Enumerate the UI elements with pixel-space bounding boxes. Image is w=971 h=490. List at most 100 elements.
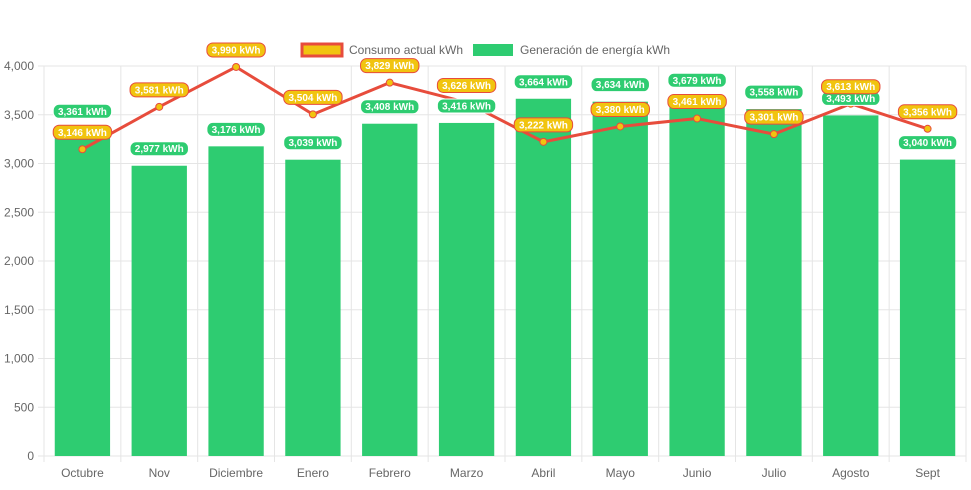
line-value-label-bg bbox=[744, 109, 804, 125]
bar[interactable] bbox=[899, 159, 956, 456]
bar-value-label: 3,416 kWh bbox=[436, 98, 497, 114]
bar[interactable] bbox=[208, 146, 264, 456]
line-value-label-bg bbox=[283, 89, 343, 105]
bar-value-label-bg bbox=[360, 99, 420, 115]
bar-value-label-text: 3,361 kWh bbox=[58, 107, 107, 118]
line-value-label-bg bbox=[667, 94, 727, 110]
legend[interactable]: Consumo actual kWh Generación de energía … bbox=[300, 42, 670, 58]
bar-value-label-bg bbox=[513, 74, 574, 90]
line-value-label-bg bbox=[590, 101, 650, 117]
line-value-label: 3,146 kWh bbox=[52, 124, 113, 140]
x-tick-label: Mayo bbox=[606, 466, 636, 480]
line-point[interactable] bbox=[769, 130, 778, 139]
x-tick-label: Abril bbox=[531, 466, 555, 480]
x-tick-label: Febrero bbox=[369, 466, 411, 480]
line-value-label-text: 3,301 kWh bbox=[749, 113, 798, 124]
line-value-label-bg bbox=[436, 77, 497, 93]
bar[interactable] bbox=[669, 97, 725, 457]
bar-value-label-text: 3,040 kWh bbox=[903, 138, 952, 149]
line-value-label: 3,222 kWh bbox=[513, 117, 574, 133]
line-value-label-text: 3,380 kWh bbox=[596, 105, 645, 116]
data-labels: 3,361 kWh 2,977 kWh 3,176 kWh 3,039 kWh 3,40… bbox=[52, 42, 958, 157]
bar-value-label: 3,040 kWh bbox=[897, 135, 958, 151]
line-value-label-text: 3,613 kWh bbox=[826, 82, 875, 93]
x-tick-label: Sept bbox=[915, 466, 940, 480]
line-value-label-text: 3,146 kWh bbox=[58, 128, 107, 139]
bar-value-label-text: 3,558 kWh bbox=[749, 88, 798, 99]
bar[interactable] bbox=[592, 101, 648, 456]
bar-value-label-bg bbox=[897, 135, 958, 151]
line-value-label-text: 3,222 kWh bbox=[519, 120, 568, 131]
line-value-label-text: 3,990 kWh bbox=[212, 45, 261, 56]
x-tick-label: Diciembre bbox=[209, 466, 263, 480]
bar-value-label-bg bbox=[129, 141, 189, 157]
grid-layer bbox=[38, 65, 967, 462]
x-tick-label: Junio bbox=[683, 466, 712, 480]
bar[interactable] bbox=[515, 98, 572, 456]
bar[interactable] bbox=[362, 123, 418, 456]
legend-swatch-consumo[interactable] bbox=[300, 42, 344, 58]
line-value-label-text: 3,626 kWh bbox=[442, 81, 491, 92]
x-tick-label: Agosto bbox=[832, 466, 870, 480]
bar[interactable] bbox=[438, 122, 495, 456]
line-value-label-bg bbox=[360, 58, 420, 74]
line-value-label-text: 3,581 kWh bbox=[135, 85, 184, 96]
line-point[interactable] bbox=[232, 62, 241, 71]
line-value-label-text: 3,829 kWh bbox=[365, 61, 414, 72]
bar-value-label-text: 3,634 kWh bbox=[596, 80, 645, 91]
bar-value-label: 3,664 kWh bbox=[513, 74, 574, 90]
bar[interactable] bbox=[746, 109, 802, 456]
legend-swatch-generacion[interactable] bbox=[473, 44, 513, 56]
line-value-label-bg bbox=[513, 117, 574, 133]
bar-value-label: 3,039 kWh bbox=[283, 135, 343, 151]
bar-value-label: 3,558 kWh bbox=[744, 84, 804, 100]
line-point[interactable] bbox=[539, 137, 548, 146]
bar-value-label-text: 3,679 kWh bbox=[673, 76, 722, 87]
bar-value-label-bg bbox=[52, 103, 113, 119]
bar-value-label-text: 2,977 kWh bbox=[135, 144, 184, 155]
bar-value-label-bg bbox=[436, 98, 497, 114]
bar-value-label-bg bbox=[206, 121, 266, 137]
line-value-label-bg bbox=[52, 124, 113, 140]
bar-value-label: 2,977 kWh bbox=[129, 141, 189, 157]
legend-label-consumo[interactable]: Consumo actual kWh bbox=[349, 43, 463, 57]
bar[interactable] bbox=[131, 165, 187, 456]
line-point[interactable] bbox=[385, 78, 394, 87]
line-point[interactable] bbox=[308, 110, 317, 119]
line-point[interactable] bbox=[923, 124, 932, 133]
y-tick-label: 500 bbox=[14, 400, 34, 414]
line-value-label-bg bbox=[129, 82, 189, 98]
y-tick-label: 1,500 bbox=[4, 303, 34, 317]
line-value-label-bg bbox=[206, 42, 266, 58]
bar-series bbox=[54, 97, 956, 457]
y-tick-label: 2,000 bbox=[4, 254, 34, 268]
bar-value-label-bg bbox=[744, 84, 804, 100]
line-point[interactable] bbox=[616, 122, 625, 131]
bar-value-label-bg bbox=[590, 77, 650, 93]
bar-value-label: 3,176 kWh bbox=[206, 121, 266, 137]
y-tick-label: 3,500 bbox=[4, 108, 34, 122]
x-tick-label: Marzo bbox=[450, 466, 484, 480]
legend-label-generacion[interactable]: Generación de energía kWh bbox=[520, 43, 670, 57]
line-value-label: 3,356 kWh bbox=[897, 104, 958, 120]
line-value-label: 3,581 kWh bbox=[129, 82, 189, 98]
x-tick-label: Octubre bbox=[61, 466, 104, 480]
bar[interactable] bbox=[823, 115, 879, 457]
bar-value-label-bg bbox=[283, 135, 343, 151]
bar-value-label: 3,408 kWh bbox=[360, 99, 420, 115]
line-point[interactable] bbox=[693, 114, 702, 123]
bar[interactable] bbox=[54, 128, 111, 457]
line-point[interactable] bbox=[155, 102, 164, 111]
y-tick-label: 0 bbox=[27, 449, 34, 463]
line-value-label-text: 3,461 kWh bbox=[673, 97, 722, 108]
line-point[interactable] bbox=[78, 145, 87, 154]
bar[interactable] bbox=[285, 159, 341, 456]
line-value-label: 3,461 kWh bbox=[667, 94, 727, 110]
y-tick-label: 2,500 bbox=[4, 205, 34, 219]
line-value-label: 3,301 kWh bbox=[744, 109, 804, 125]
line-value-label-bg bbox=[897, 104, 958, 120]
axis-layer: 0 500 1,000 1,500 2,000 2,500 3,000 3,500 4,000 O… bbox=[4, 59, 941, 480]
line-value-label-text: 3,356 kWh bbox=[903, 107, 952, 118]
